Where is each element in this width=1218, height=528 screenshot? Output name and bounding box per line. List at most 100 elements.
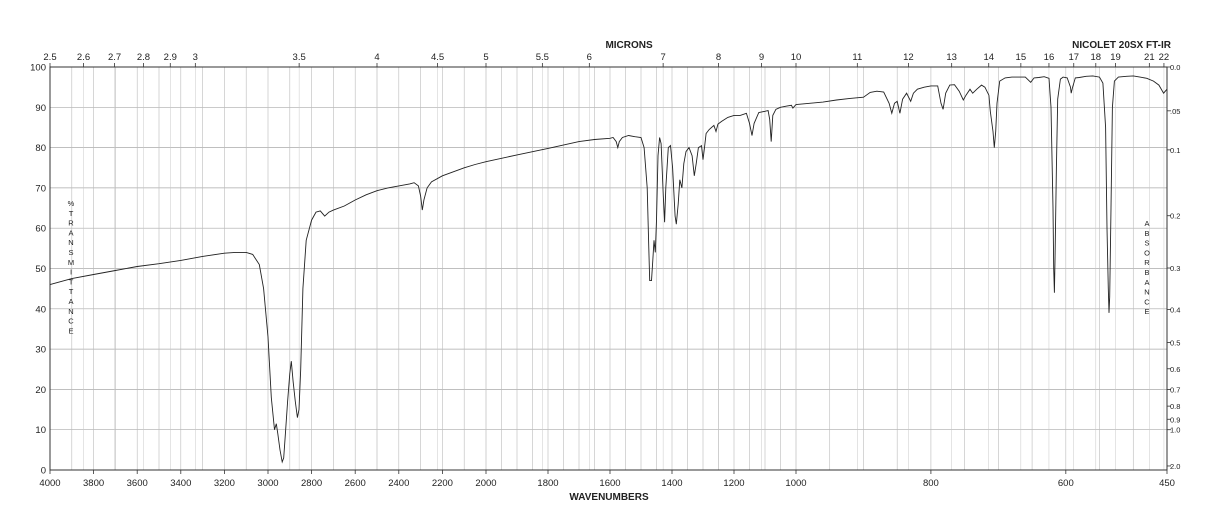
transmittance-letter: C — [68, 317, 74, 326]
absorbance-letter: O — [1144, 248, 1150, 257]
absorbance-tick-label: 0.8 — [1170, 402, 1180, 411]
micron-tick-label: 4.5 — [431, 52, 444, 63]
x-tick-label: 2800 — [301, 478, 322, 489]
absorbance-tick-label: 0.7 — [1170, 386, 1180, 395]
y-tick-label: 20 — [35, 385, 46, 396]
x-tick-label: 1200 — [723, 478, 744, 489]
y-tick-label: 80 — [35, 143, 46, 154]
micron-tick-label: 10 — [791, 52, 802, 63]
absorbance-letter: B — [1144, 229, 1149, 238]
wavenumbers-label: WAVENUMBERS — [569, 492, 649, 503]
absorbance-letter: E — [1144, 307, 1149, 316]
absorbance-axis: 0.0 .05 0.1 0.2 0.3 0.4 0.5 0.6 0.7 0.8 0.9 1.0 2.0 — [1167, 63, 1180, 471]
absorbance-tick-label: 0.3 — [1170, 264, 1180, 273]
micron-tick-label: 14 — [983, 52, 994, 63]
micron-tick-label: 9 — [759, 52, 764, 63]
absorbance-letter: S — [1144, 239, 1149, 248]
x-tick-label: 1400 — [661, 478, 682, 489]
absorbance-letter: C — [1144, 297, 1150, 306]
transmittance-letter: T — [69, 277, 74, 286]
micron-tick-label: 5.5 — [536, 52, 549, 63]
absorbance-tick-label: 0.4 — [1170, 306, 1180, 315]
micron-tick-label: 3 — [193, 52, 198, 63]
absorbance-letter: A — [1144, 219, 1149, 228]
x-tick-label: 1000 — [785, 478, 806, 489]
y-tick-label: 100 — [30, 63, 46, 74]
x-tick-label: 450 — [1159, 478, 1175, 489]
micron-tick-label: 2.6 — [77, 52, 90, 63]
x-tick-label: 3800 — [83, 478, 104, 489]
absorbance-tick-label: 1.0 — [1170, 426, 1180, 435]
plot-frame — [49, 66, 1168, 471]
y-tick-label: 40 — [35, 304, 46, 315]
y-tick-label: 30 — [35, 345, 46, 356]
absorbance-tick-label: 0.9 — [1170, 415, 1180, 424]
transmittance-letter: T — [69, 209, 74, 218]
micron-tick-label: 3.5 — [293, 52, 306, 63]
transmittance-letter: R — [68, 219, 74, 228]
x-tick-label: 3200 — [214, 478, 235, 489]
transmittance-letter: T — [69, 287, 74, 296]
microns-label: MICRONS — [605, 40, 653, 51]
absorbance-tick-label: 0.1 — [1170, 146, 1180, 155]
absorbance-tick-label: .05 — [1170, 107, 1180, 116]
micron-tick-label: 8 — [716, 52, 721, 63]
x-tick-label: 1800 — [537, 478, 558, 489]
y-tick-label: 0 — [41, 466, 46, 477]
spectrum-trace — [49, 75, 1168, 464]
absorbance-letter: B — [1144, 268, 1149, 277]
micron-tick-label: 16 — [1044, 52, 1055, 63]
transmittance-letter: N — [68, 307, 73, 316]
absorbance-letter: N — [1144, 288, 1149, 297]
micron-tick-label: 2.8 — [137, 52, 150, 63]
micron-tick-label: 13 — [946, 52, 957, 63]
transmittance-letter: A — [68, 228, 73, 237]
transmittance-axis: 0 10 20 30 40 50 60 70 80 90 100 — [30, 63, 46, 477]
transmittance-letter: E — [68, 326, 73, 335]
micron-tick-label: 4 — [374, 52, 379, 63]
micron-tick-label: 12 — [903, 52, 914, 63]
micron-tick-label: 2.9 — [164, 52, 177, 63]
instrument-label: NICOLET 20SX FT-IR — [1072, 40, 1172, 51]
y-tick-label: 70 — [35, 183, 46, 194]
absorbance-letter: A — [1144, 278, 1149, 287]
transmittance-letter: I — [70, 268, 72, 277]
micron-tick-label: 19 — [1110, 52, 1121, 63]
micron-tick-label: 18 — [1091, 52, 1102, 63]
transmittance-letter: % — [68, 199, 75, 208]
micron-axis: 2.5 2.6 2.7 2.8 2.9 3 3.5 4 4.5 5 5.5 6 7 8 9 10 11 12 13 1… — [43, 52, 1169, 67]
micron-tick-label: 2.7 — [108, 52, 121, 63]
grid — [49, 66, 1167, 471]
transmittance-letter: M — [68, 258, 74, 267]
x-tick-label: 600 — [1058, 478, 1074, 489]
x-tick-label: 2200 — [432, 478, 453, 489]
x-tick-label: 3000 — [257, 478, 278, 489]
x-tick-label: 2600 — [345, 478, 366, 489]
x-tick-label: 3600 — [127, 478, 148, 489]
micron-tick-label: 17 — [1068, 52, 1079, 63]
y-tick-label: 50 — [35, 264, 46, 275]
absorbance-tick-label: 0.0 — [1170, 63, 1180, 72]
y-tick-label: 10 — [35, 425, 46, 436]
absorbance-tick-label: 2.0 — [1170, 462, 1180, 471]
x-tick-label: 3400 — [170, 478, 191, 489]
absorbance-tick-label: 0.2 — [1170, 212, 1180, 221]
micron-tick-label: 2.5 — [43, 52, 56, 63]
y-tick-label: 60 — [35, 224, 46, 235]
x-tick-label: 4000 — [39, 478, 60, 489]
transmittance-letter: N — [68, 238, 73, 247]
transmittance-letter: A — [68, 297, 73, 306]
micron-tick-label: 11 — [852, 52, 862, 63]
micron-tick-label: 6 — [587, 52, 592, 63]
wavenumber-axis: 4000 3800 3600 3400 3200 3000 2800 2600 2400 2200… — [39, 470, 1175, 489]
absorbance-letter: R — [1144, 258, 1150, 267]
absorbance-tick-label: 0.5 — [1170, 339, 1180, 348]
x-tick-label: 2400 — [388, 478, 409, 489]
x-tick-label: 2000 — [475, 478, 496, 489]
micron-tick-label: 5 — [483, 52, 488, 63]
micron-tick-label: 21 — [1144, 52, 1155, 63]
absorbance-tick-label: 0.6 — [1170, 365, 1180, 374]
